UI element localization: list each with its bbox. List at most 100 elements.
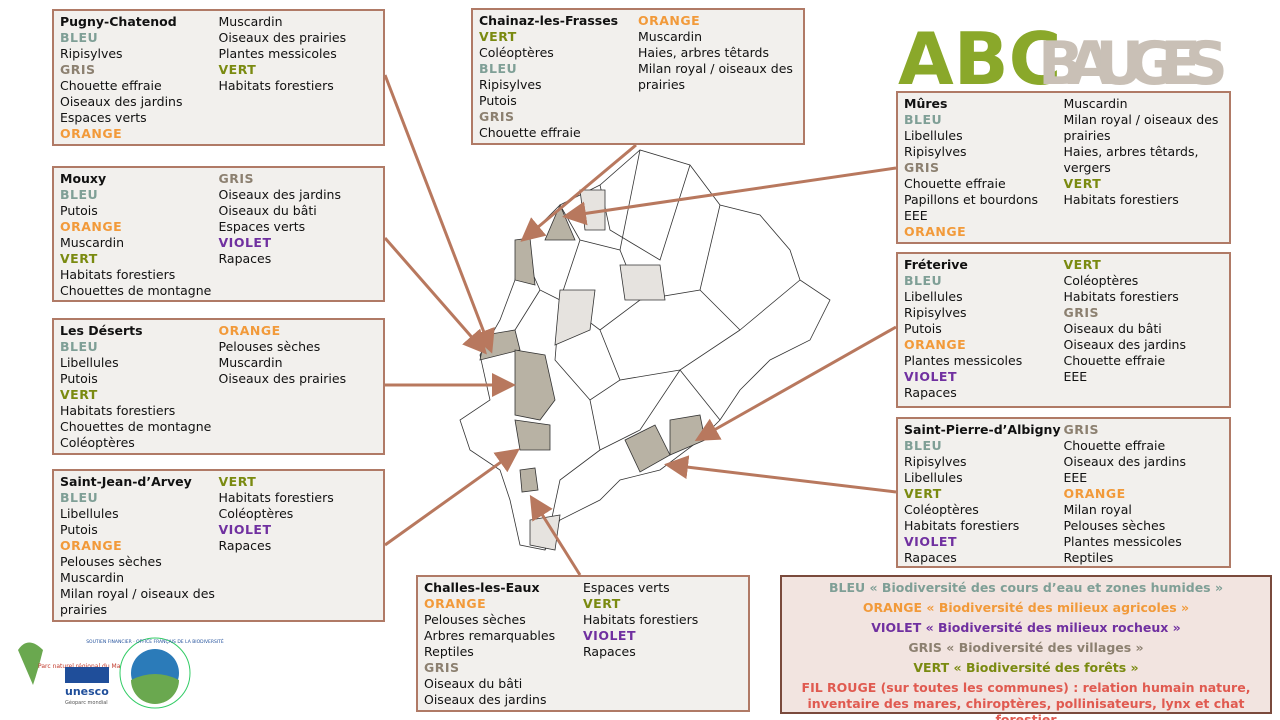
category-heading: VERT: [1063, 176, 1102, 191]
species-item: Oiseaux du bâti: [424, 676, 523, 691]
species-item: Oiseaux des prairies: [218, 371, 347, 386]
commune-name: Mûres: [904, 96, 948, 111]
box-columns: Chainaz-les-Frasses VERT Coléoptères BLEU Ri…: [479, 13, 797, 141]
category-heading: VIOLET: [218, 522, 272, 537]
category-heading: VIOLET: [583, 628, 636, 643]
category-heading: BLEU: [904, 438, 943, 453]
species-item: Habitats forestiers: [904, 518, 1020, 533]
species-item: Muscardin: [218, 355, 283, 370]
map-outline: [459, 149, 831, 551]
species-item: Ripisylves: [904, 144, 967, 159]
species-item: Muscardin: [1063, 96, 1128, 111]
species-item: Ripisylves: [60, 46, 123, 61]
species-item: Espaces verts: [218, 219, 306, 234]
box-columns: Fréterive BLEU Libellules Ripisylves Putois O…: [904, 257, 1223, 403]
species-item: Plantes messicoles: [218, 46, 337, 61]
logo: ABC BAUGES: [898, 17, 1228, 101]
species-item: Milan royal: [1063, 502, 1132, 517]
species-item: Putois: [60, 522, 98, 537]
species-item: Putois: [60, 203, 98, 218]
box-column: Espaces verts VERT Habitats forestiers VIOL…: [583, 580, 742, 708]
box-column: Chainaz-les-Frasses VERT Coléoptères BLEU Ri…: [479, 13, 638, 141]
box-columns: Saint-Pierre-d’Albigny BLEU Ripisylves Libe…: [904, 422, 1223, 566]
box-column: Muscardin Oiseaux des prairies Plantes mes…: [219, 14, 378, 142]
box-columns: Saint-Jean-d’Arvey BLEU Libellules Putois OR…: [60, 474, 377, 618]
category-heading: ORANGE: [60, 538, 123, 553]
category-heading: VIOLET: [218, 235, 272, 250]
species-item: Putois: [904, 321, 942, 336]
species-item: Oiseaux des jardins: [424, 692, 547, 707]
category-heading: BLEU: [60, 490, 99, 505]
category-heading: GRIS: [904, 160, 940, 175]
species-item: Milan royal / oiseaux des prairies: [1063, 112, 1219, 143]
species-item: Papillons et bourdons: [904, 192, 1039, 207]
category-heading: GRIS: [479, 109, 515, 124]
species-item: Coléoptères: [479, 45, 554, 60]
species-item: Rapaces: [218, 251, 272, 266]
species-item: EEE: [1063, 369, 1088, 384]
legend-line: ORANGE « Biodiversité des milieux agrico…: [862, 600, 1190, 615]
species-item: Pelouses sèches: [424, 612, 526, 627]
commune-name: Challes-les-Eaux: [424, 580, 540, 595]
box-column: ORANGE Muscardin Haies, arbres têtards Mila…: [638, 13, 797, 141]
commune-box: Mûres BLEU Libellules Ripisylves GRIS Chouett…: [896, 91, 1231, 244]
parc-logo-text: Parc naturel régional du Massif des Baug…: [38, 663, 167, 670]
commune-name: Saint-Jean-d’Arvey: [60, 474, 192, 489]
species-item: Chouettes de montagne: [60, 283, 212, 298]
category-heading: VIOLET: [904, 369, 957, 384]
species-item: Libellules: [904, 128, 963, 143]
category-heading: BLEU: [60, 339, 99, 354]
species-item: Chouettes de montagne: [60, 419, 212, 434]
category-heading: BLEU: [904, 112, 943, 127]
species-item: Libellules: [904, 289, 963, 304]
unesco-text: unesco: [65, 685, 109, 698]
partner-logos: Parc naturel régional du Massif des Baug…: [18, 637, 224, 709]
legend-line: VERT « Biodiversité des forêts »: [913, 660, 1139, 675]
species-item: Oiseaux du bâti: [218, 203, 317, 218]
box-column: Challes-les-Eaux ORANGE Pelouses sèches Arb…: [424, 580, 583, 708]
commune-box: Mouxy BLEU Putois ORANGE Muscardin VERT Habita…: [52, 166, 385, 302]
category-heading: VERT: [1063, 257, 1102, 272]
category-heading: GRIS: [218, 171, 255, 186]
species-item: Chouette effraie: [1063, 438, 1166, 453]
species-item: Oiseaux des jardins: [60, 94, 183, 109]
species-item: Habitats forestiers: [1063, 192, 1179, 207]
species-item: Oiseaux des prairies: [218, 30, 347, 45]
species-item: Coléoptères: [60, 435, 135, 450]
box-column: Les Déserts BLEU Libellules Putois VERT Habit…: [60, 323, 219, 451]
category-heading: GRIS: [1063, 305, 1100, 320]
box-column: VERT Coléoptères Habitats forestiers GRIS Oi…: [1064, 257, 1224, 403]
species-item: Muscardin: [218, 14, 283, 29]
species-item: Coléoptères: [218, 506, 294, 521]
category-heading: ORANGE: [60, 126, 123, 141]
species-item: Muscardin: [60, 570, 125, 585]
species-item: Habitats forestiers: [218, 490, 334, 505]
category-heading: GRIS: [60, 62, 96, 77]
species-item: Milan royal / oiseaux des prairies: [60, 586, 215, 617]
box-column: GRIS Oiseaux des jardins Oiseaux du bâti Es…: [219, 171, 378, 299]
species-item: Habitats forestiers: [60, 267, 176, 282]
box-columns: Les Déserts BLEU Libellules Putois VERT Habit…: [60, 323, 377, 451]
commune-box: Pugny-Chatenod BLEU Ripisylves GRIS Chouette…: [52, 9, 385, 146]
category-heading: BLEU: [60, 30, 99, 45]
box-column: Saint-Jean-d’Arvey BLEU Libellules Putois OR…: [60, 474, 219, 618]
species-item: Rapaces: [904, 550, 957, 565]
box-column: Fréterive BLEU Libellules Ripisylves Putois O…: [904, 257, 1064, 403]
geoparc-text: Géoparc mondial: [65, 699, 108, 706]
category-heading: BLEU: [904, 273, 943, 288]
category-heading: ORANGE: [1063, 486, 1126, 501]
species-item: Habitats forestiers: [218, 78, 334, 93]
category-heading: VIOLET: [904, 534, 957, 549]
box-columns: Mouxy BLEU Putois ORANGE Muscardin VERT Habita…: [60, 171, 377, 299]
species-item: EEE: [1063, 470, 1088, 485]
category-heading: ORANGE: [424, 596, 487, 611]
commune-box: Saint-Pierre-d’Albigny BLEU Ripisylves Libe…: [896, 417, 1231, 568]
species-item: Chouette effraie: [60, 78, 162, 93]
species-item: Libellules: [904, 470, 963, 485]
species-item: Oiseaux des jardins: [218, 187, 341, 202]
box-column: GRIS Chouette effraie Oiseaux des jardins E…: [1064, 422, 1224, 566]
species-item: Espaces verts: [583, 580, 670, 595]
category-heading: BLEU: [479, 61, 518, 76]
species-item: Oiseaux des jardins: [1063, 454, 1186, 469]
